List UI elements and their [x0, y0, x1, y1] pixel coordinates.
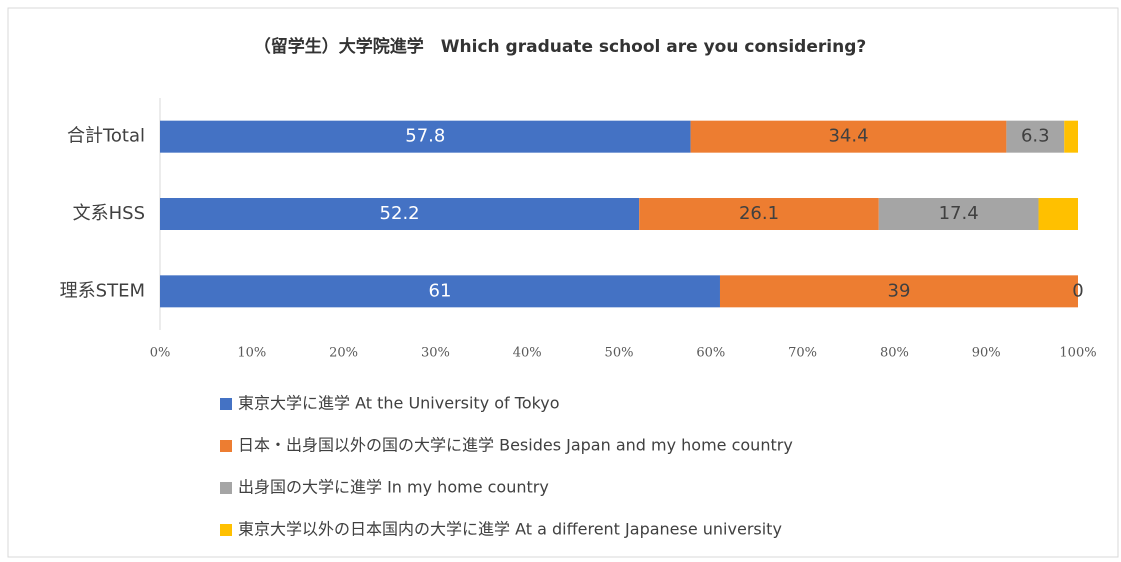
bar-segment — [1038, 198, 1078, 230]
x-tick-label: 50% — [605, 346, 634, 361]
x-tick-label: 60% — [696, 346, 725, 361]
legend-swatch — [220, 398, 232, 410]
x-tick-label: 70% — [788, 346, 817, 361]
data-label: 17.4 — [939, 203, 979, 224]
data-label: 61 — [429, 280, 452, 301]
legend-swatch — [220, 482, 232, 494]
y-tick-label: 文系HSS — [73, 203, 145, 224]
bar-segment — [719, 275, 1078, 308]
x-tick-label: 80% — [880, 346, 909, 361]
x-tick-label: 10% — [237, 346, 266, 361]
data-label: 0 — [1072, 280, 1083, 301]
data-label: 52.2 — [380, 203, 420, 224]
bar-segment — [639, 198, 879, 230]
legend-swatch — [220, 524, 232, 536]
y-tick-label: 理系STEM — [60, 280, 145, 301]
data-label: 6.3 — [1021, 126, 1050, 147]
bar-segment — [1064, 120, 1078, 153]
legend-swatch — [220, 440, 232, 452]
x-tick-label: 0% — [150, 346, 171, 361]
x-tick-label: 30% — [421, 346, 450, 361]
x-tick-label: 20% — [329, 346, 358, 361]
legend-label: 日本・出身国以外の国の大学に進学 Besides Japan and my ho… — [238, 436, 793, 455]
data-label: 39 — [888, 280, 911, 301]
chart-title: （留学生）大学院進学 Which graduate school are you… — [254, 36, 866, 57]
bar-segment — [160, 275, 720, 308]
bar-segment — [878, 198, 1039, 230]
data-label: 34.4 — [828, 126, 868, 147]
x-tick-label: 100% — [1059, 346, 1096, 361]
bar-segment — [160, 198, 640, 230]
y-tick-label: 合計Total — [67, 126, 145, 147]
bar-segment — [690, 120, 1007, 153]
bar-segment — [160, 120, 691, 153]
data-label: 57.8 — [405, 126, 445, 147]
x-tick-label: 40% — [513, 346, 542, 361]
x-tick-label: 90% — [972, 346, 1001, 361]
data-label: 26.1 — [739, 203, 779, 224]
legend-label: 出身国の大学に進学 In my home country — [238, 478, 549, 497]
bar-segment — [1006, 120, 1065, 153]
legend-label: 東京大学に進学 At the University of Tokyo — [238, 394, 560, 413]
legend-label: 東京大学以外の日本国内の大学に進学 At a different Japanes… — [238, 520, 782, 539]
